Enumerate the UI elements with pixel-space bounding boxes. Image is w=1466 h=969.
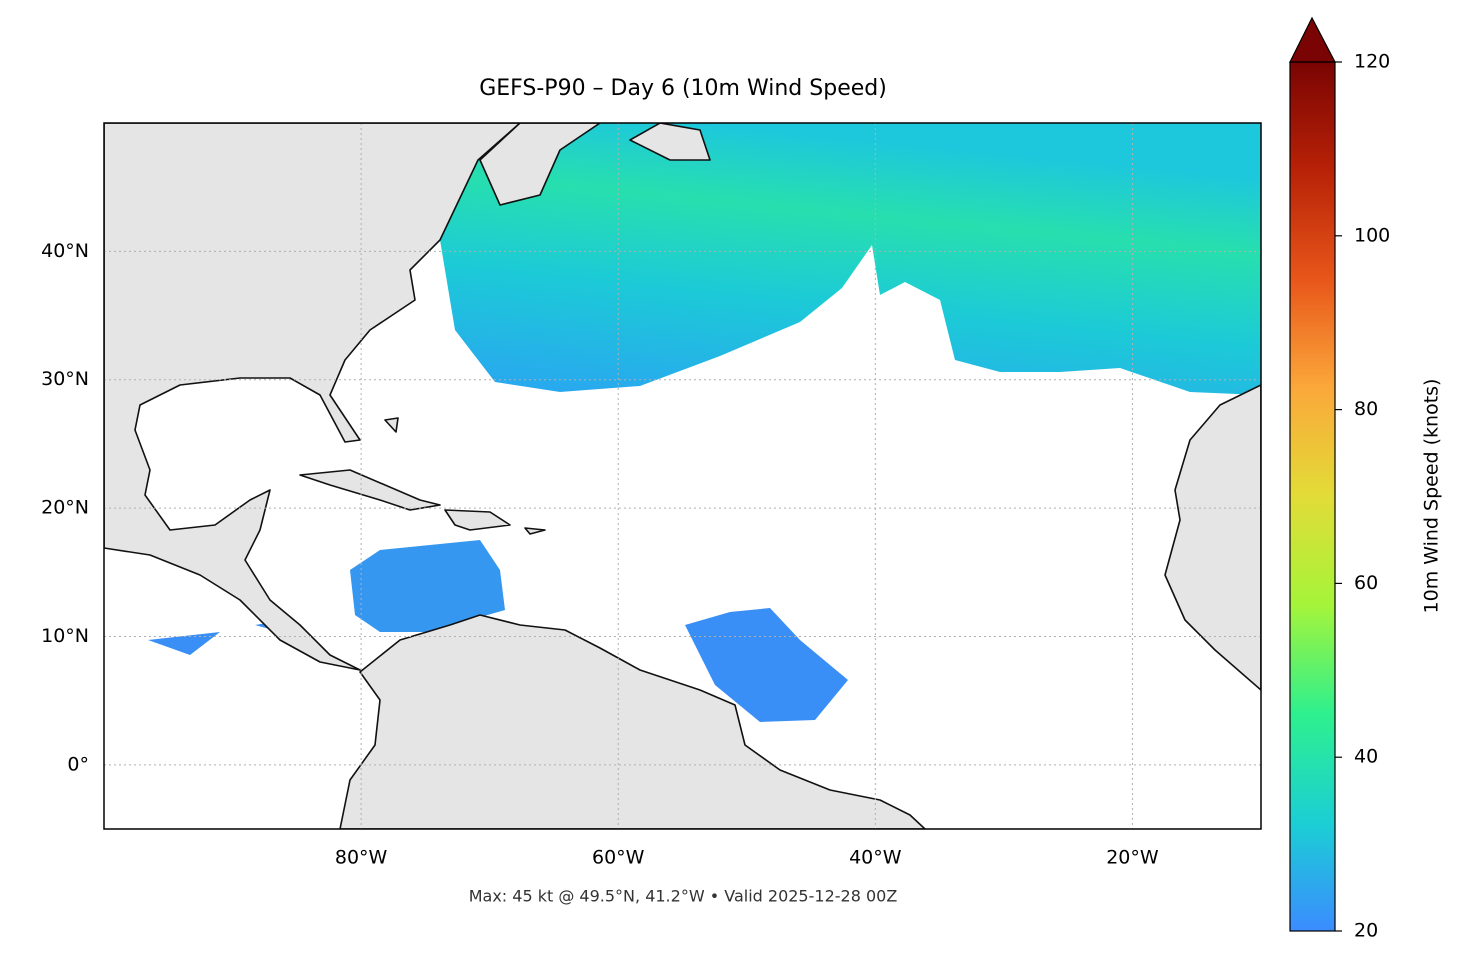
land	[1164, 384, 1261, 691]
colorbar-tick-label: 100	[1354, 224, 1390, 246]
colorbar-tick-label: 80	[1354, 398, 1378, 420]
x-tick-label: 80°W	[335, 847, 388, 869]
colorbar-label: 10m Wind Speed (knots)	[1421, 379, 1443, 614]
y-tick-label: 40°N	[41, 240, 89, 262]
x-tick-label: 20°W	[1106, 847, 1159, 869]
colorbar-tick-label: 40	[1354, 746, 1378, 768]
y-tick-label: 10°N	[41, 625, 89, 647]
x-tick-label: 40°W	[849, 847, 902, 869]
wind-field	[440, 123, 1261, 395]
colorbar-extend	[1289, 16, 1336, 63]
footer-note: Max: 45 kt @ 49.5°N, 41.2°W • Valid 2025…	[469, 887, 898, 906]
map-area	[104, 123, 1261, 829]
colorbar-frame	[1289, 61, 1336, 932]
x-tick-label: 60°W	[592, 847, 645, 869]
colorbar	[1290, 62, 1335, 931]
y-tick-label: 0°	[67, 753, 89, 775]
chart-title: GEFS-P90 – Day 6 (10m Wind Speed)	[479, 76, 887, 101]
colorbar-tick-label: 120	[1354, 51, 1390, 73]
land	[339, 614, 926, 829]
colorbar-tick-label: 20	[1354, 920, 1378, 942]
land	[479, 123, 711, 206]
map-frame	[103, 122, 1262, 830]
wind-field	[350, 540, 505, 632]
colorbar-tick-label: 60	[1354, 572, 1378, 594]
y-tick-label: 20°N	[41, 497, 89, 519]
land	[104, 123, 521, 671]
y-tick-label: 30°N	[41, 368, 89, 390]
land	[299, 417, 546, 535]
